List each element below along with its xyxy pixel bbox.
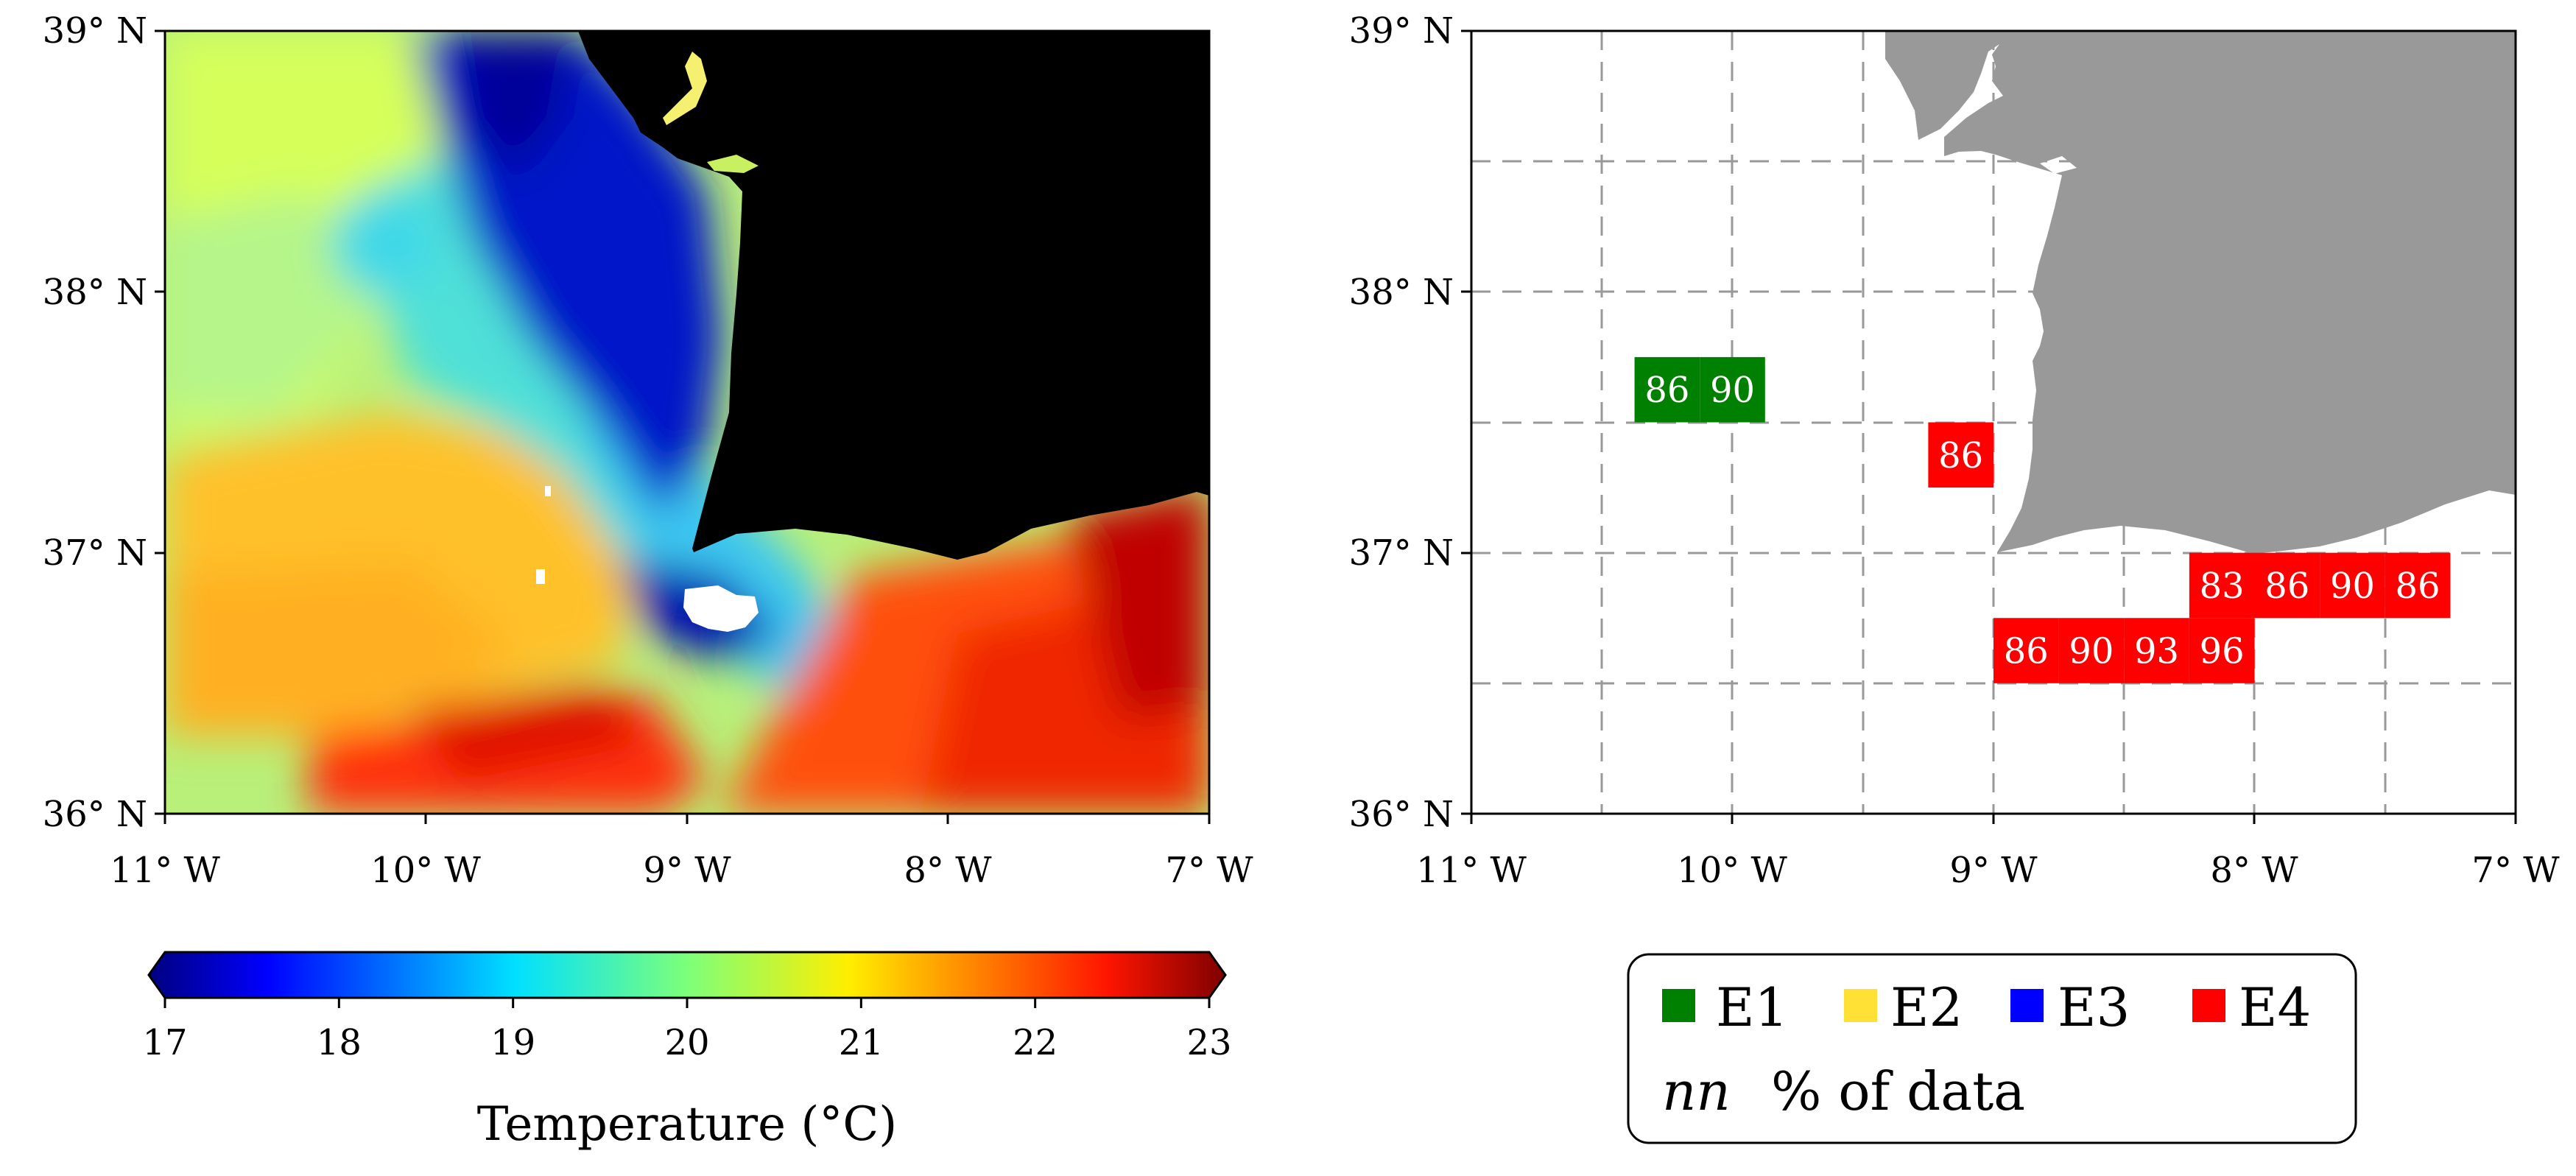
legend: E1 E2 E3 E4 nn % of data xyxy=(1627,953,2357,1144)
coverage-cell: 90 xyxy=(2320,552,2385,619)
coverage-cell-fill xyxy=(1928,422,1993,488)
legend-swatch xyxy=(2192,989,2225,1022)
coverage-cell-value: 83 xyxy=(2200,566,2245,607)
sst-lat-label: 39° N xyxy=(43,10,147,52)
sst-lon-label: 7° W xyxy=(1165,850,1253,891)
legend-label: E2 xyxy=(1890,976,1963,1038)
coverage-cell: 86 xyxy=(1634,356,1700,423)
sst-lon-label: 11° W xyxy=(110,850,220,891)
coverage-cell-value: 86 xyxy=(2264,566,2309,607)
coverage-lat-label: 37° N xyxy=(1349,532,1454,574)
legend-swatch xyxy=(1662,989,1695,1022)
coverage-cell-value: 90 xyxy=(1710,370,1755,411)
colorbar-label: Temperature (°C) xyxy=(477,1097,898,1152)
colorbar-tick-label: 22 xyxy=(1013,1022,1058,1063)
coverage-lon-label: 9° W xyxy=(1949,850,2038,891)
legend-frame xyxy=(1627,953,2357,1144)
colorbar-tick-label: 21 xyxy=(839,1022,884,1063)
colorbar-ticks: 17 18 19 20 21 22 23 xyxy=(142,998,1232,1063)
coverage-lat-label: 38° N xyxy=(1349,272,1454,313)
coverage-cell-fill xyxy=(2320,552,2385,619)
legend-swatch xyxy=(1844,989,1877,1022)
sst-map: 39° N 38° N 37° N 36° N 11° W 10° W 9° W… xyxy=(43,10,1254,891)
coverage-cell-value: 86 xyxy=(2004,631,2049,672)
sst-lon-label: 10° W xyxy=(370,850,481,891)
coverage-cell-value: 93 xyxy=(2134,631,2179,672)
coverage-lat-label: 36° N xyxy=(1349,794,1454,835)
legend-note-symbol: nn xyxy=(1662,1060,1731,1122)
coverage-lon-label: 11° W xyxy=(1416,850,1527,891)
legend-label: E1 xyxy=(1716,976,1788,1038)
coverage-cell: 93 xyxy=(2124,618,2189,683)
sst-field xyxy=(165,31,1209,814)
coverage-lon-label: 7° W xyxy=(2471,850,2560,891)
coverage-cell-fill xyxy=(2189,552,2255,619)
legend-label: E4 xyxy=(2239,976,2311,1038)
coverage-lat-ticks: 39° N 38° N 37° N 36° N xyxy=(1349,10,1471,835)
sst-lon-label: 9° W xyxy=(643,850,731,891)
sst-lon-label: 8° W xyxy=(904,850,992,891)
coverage-cell-value: 86 xyxy=(2396,566,2440,607)
sst-lat-label: 38° N xyxy=(43,272,147,313)
sst-lon-ticks: 11° W 10° W 9° W 8° W 7° W xyxy=(110,814,1253,891)
coverage-lon-ticks: 11° W 10° W 9° W 8° W 7° W xyxy=(1416,814,2560,891)
coverage-cell-value: 90 xyxy=(2069,631,2114,672)
legend-swatch xyxy=(2010,989,2044,1022)
sst-lat-ticks: 39° N 38° N 37° N 36° N xyxy=(43,10,165,835)
coverage-cell-value: 96 xyxy=(2200,631,2245,672)
legend-item: E4 xyxy=(2192,976,2311,1038)
colorbar-gradient xyxy=(147,951,1227,999)
sst-lat-label: 37° N xyxy=(43,532,147,574)
coverage-cell-fill xyxy=(1993,618,2059,683)
coverage-lon-label: 10° W xyxy=(1677,850,1787,891)
coverage-cell-value: 90 xyxy=(2330,566,2375,607)
coverage-cell-fill xyxy=(2058,618,2125,683)
coverage-cell: 86 xyxy=(1928,422,1993,488)
coverage-cell: 86 xyxy=(2385,552,2451,619)
sst-lat-label: 36° N xyxy=(43,794,147,835)
colorbar-tick-label: 18 xyxy=(317,1022,362,1063)
colorbar-tick-label: 20 xyxy=(664,1022,709,1063)
coverage-map: 86 90 86 83 86 90 86 86 90 93 96 39° N 38° N 37° N… xyxy=(1349,10,2561,891)
coverage-cell-fill xyxy=(2124,618,2189,683)
coverage-cell: 96 xyxy=(2189,618,2255,683)
colorbar: 17 18 19 20 21 22 23 Temperature (°C) xyxy=(142,951,1232,1152)
coverage-cell-fill xyxy=(1700,356,1765,423)
coverage-cell-fill xyxy=(1634,356,1700,423)
legend-note-text: % of data xyxy=(1771,1060,2025,1122)
coverage-cell: 90 xyxy=(1700,356,1765,423)
coverage-cell-fill xyxy=(2385,552,2451,619)
legend-label: E3 xyxy=(2058,976,2130,1038)
colorbar-tick-label: 23 xyxy=(1186,1022,1231,1063)
coverage-cell-fill xyxy=(2189,618,2255,683)
coverage-cell: 86 xyxy=(1993,618,2059,683)
coverage-cells: 86 90 86 83 86 90 86 86 90 93 96 xyxy=(1634,356,2451,683)
coverage-lat-label: 39° N xyxy=(1349,10,1454,52)
legend-item: E3 xyxy=(2010,976,2130,1038)
coverage-lon-label: 8° W xyxy=(2210,850,2298,891)
colorbar-tick-label: 19 xyxy=(490,1022,535,1063)
colorbar-tick-label: 17 xyxy=(142,1022,187,1063)
legend-item: E1 xyxy=(1662,976,1788,1038)
coverage-cell-value: 86 xyxy=(1644,370,1689,411)
coverage-cell: 83 xyxy=(2189,552,2255,619)
coverage-cell-value: 86 xyxy=(1938,435,1983,476)
coverage-cell: 86 xyxy=(2254,552,2320,619)
coverage-cell: 90 xyxy=(2058,618,2125,683)
coverage-cell-fill xyxy=(2254,552,2320,619)
legend-item: E2 xyxy=(1844,976,1963,1038)
